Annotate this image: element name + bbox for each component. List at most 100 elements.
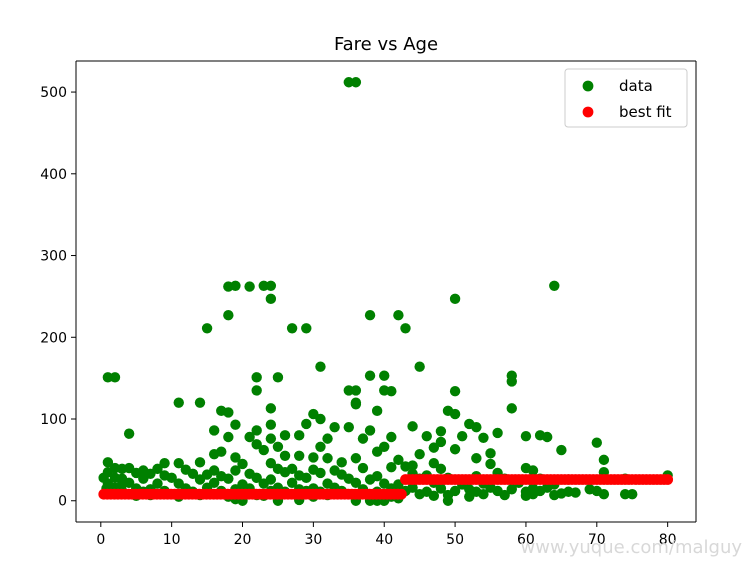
data-point (251, 425, 262, 436)
data-point (449, 386, 461, 397)
data-point (279, 450, 291, 461)
data-point (464, 491, 475, 502)
data-point (223, 407, 234, 418)
data-point (435, 436, 447, 448)
data-point (400, 461, 411, 472)
data-point (322, 433, 333, 444)
chart-title: Fare vs Age (334, 34, 438, 55)
data-point (208, 425, 220, 436)
data-point (315, 441, 326, 453)
data-point (407, 421, 418, 432)
data-point (173, 457, 184, 469)
data-point (123, 477, 135, 488)
data-point (322, 453, 333, 464)
data-point (506, 484, 517, 495)
data-point (371, 446, 383, 457)
data-point (428, 490, 440, 502)
data-point (449, 408, 461, 420)
data-point (173, 397, 184, 408)
x-tick-label: 50 (446, 532, 464, 548)
legend-box (564, 68, 688, 128)
data-point (386, 431, 397, 443)
data-point (350, 385, 362, 396)
data-point (286, 477, 298, 488)
data-point (244, 431, 255, 443)
data-point (194, 474, 206, 485)
data-point (414, 489, 425, 500)
data-point (237, 458, 248, 470)
x-tick-label: 0 (96, 532, 105, 548)
data-point (627, 489, 638, 500)
data-point (251, 439, 262, 450)
axes: 0 10 20 30 40 50 60 70 80 0 100 200 300 400 500 (40, 60, 697, 548)
data-point (421, 430, 432, 442)
data-point (301, 323, 312, 334)
legend-label-data: data (619, 77, 653, 95)
data-point (364, 474, 376, 485)
data-point (301, 418, 312, 430)
x-tick-label: 40 (375, 532, 393, 548)
data-point (230, 280, 241, 291)
data-point (350, 77, 362, 88)
y-tick-label: 500 (40, 85, 67, 101)
y-tick-label: 300 (40, 249, 67, 265)
data-point (485, 448, 496, 459)
data-point (471, 421, 482, 433)
data-point (187, 468, 199, 479)
data-point (272, 441, 284, 453)
data-point (131, 467, 142, 479)
data-point (350, 477, 362, 488)
data-point (357, 462, 369, 474)
data-point (449, 293, 461, 305)
data-point (442, 495, 454, 506)
legend: data best fit (564, 68, 688, 128)
data-point (251, 385, 262, 396)
data-point (336, 457, 347, 468)
data-point (201, 323, 213, 334)
data-point (315, 361, 326, 372)
x-tick-label: 10 (163, 532, 181, 548)
data-point (556, 444, 567, 456)
data-point (428, 442, 440, 453)
data-point (123, 428, 135, 439)
data-point (230, 452, 241, 463)
data-point (272, 372, 284, 383)
data-point (435, 483, 447, 494)
data-point (194, 397, 206, 408)
data-point (294, 430, 305, 441)
data-point (265, 457, 277, 469)
data-point (414, 448, 425, 460)
data-point (343, 421, 354, 433)
data-point (251, 472, 262, 484)
data-point (315, 467, 326, 479)
data-point (386, 386, 397, 397)
data-point (471, 453, 482, 464)
data-point (542, 431, 553, 443)
data-point (478, 489, 489, 500)
legend-label-best-fit: best fit (619, 103, 672, 121)
data-point (400, 323, 411, 334)
y-tick-label: 0 (58, 494, 67, 510)
data-point (428, 457, 440, 469)
data-point (251, 372, 262, 383)
legend-marker-best-fit (582, 106, 594, 118)
data-point (315, 413, 326, 425)
data-point (393, 310, 404, 321)
y-tick-label: 100 (40, 412, 67, 428)
data-point (456, 430, 468, 442)
data-point (279, 466, 291, 478)
data-point (223, 473, 234, 484)
data-point (357, 433, 369, 444)
data-point (549, 280, 560, 291)
data-point (414, 361, 425, 372)
data-point (478, 432, 489, 444)
data-point (286, 323, 298, 334)
data-point (364, 310, 376, 321)
x-tick-label: 70 (588, 532, 606, 548)
data-point (506, 376, 517, 387)
data-point (598, 454, 610, 466)
watermark-text: www.yuque.com/malguy (521, 537, 743, 558)
data-point (506, 403, 517, 414)
data-point (244, 281, 255, 292)
data-point (520, 430, 532, 442)
